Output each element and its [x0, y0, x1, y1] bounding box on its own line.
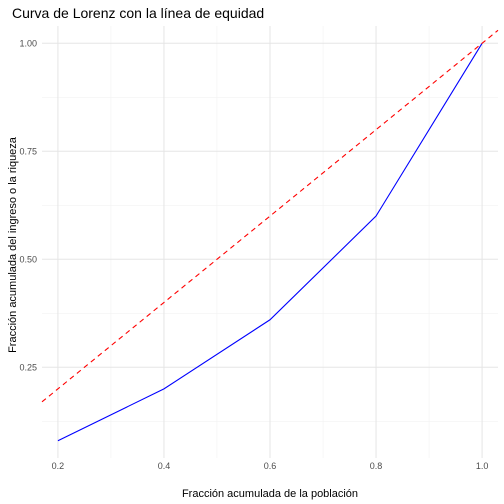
x-tick-label: 0.6	[264, 461, 277, 471]
y-axis-title: Fracción acumulada del ingreso o la riqu…	[7, 136, 19, 353]
x-tick-label: 0.2	[52, 461, 65, 471]
x-tick-label: 1.0	[476, 461, 489, 471]
y-tick-labels: 0.25 0.50 0.75 1.00	[19, 38, 37, 372]
y-tick-label: 0.25	[19, 362, 37, 372]
lorenz-curve-line	[57, 42, 483, 442]
grid-major	[42, 26, 498, 458]
x-axis-title: Fracción acumulada de la población	[182, 488, 358, 500]
x-tick-labels: 0.2 0.4 0.6 0.8 1.0	[52, 461, 489, 471]
y-tick-label: 0.50	[19, 254, 37, 264]
x-tick-label: 0.4	[158, 461, 171, 471]
x-tick-label: 0.8	[370, 461, 383, 471]
y-tick-label: 0.75	[19, 146, 37, 156]
equality-line	[41, 29, 499, 403]
series-layer	[41, 29, 499, 442]
chart-title: Curva de Lorenz con la línea de equidad	[12, 5, 264, 21]
y-tick-label: 1.00	[19, 38, 37, 48]
